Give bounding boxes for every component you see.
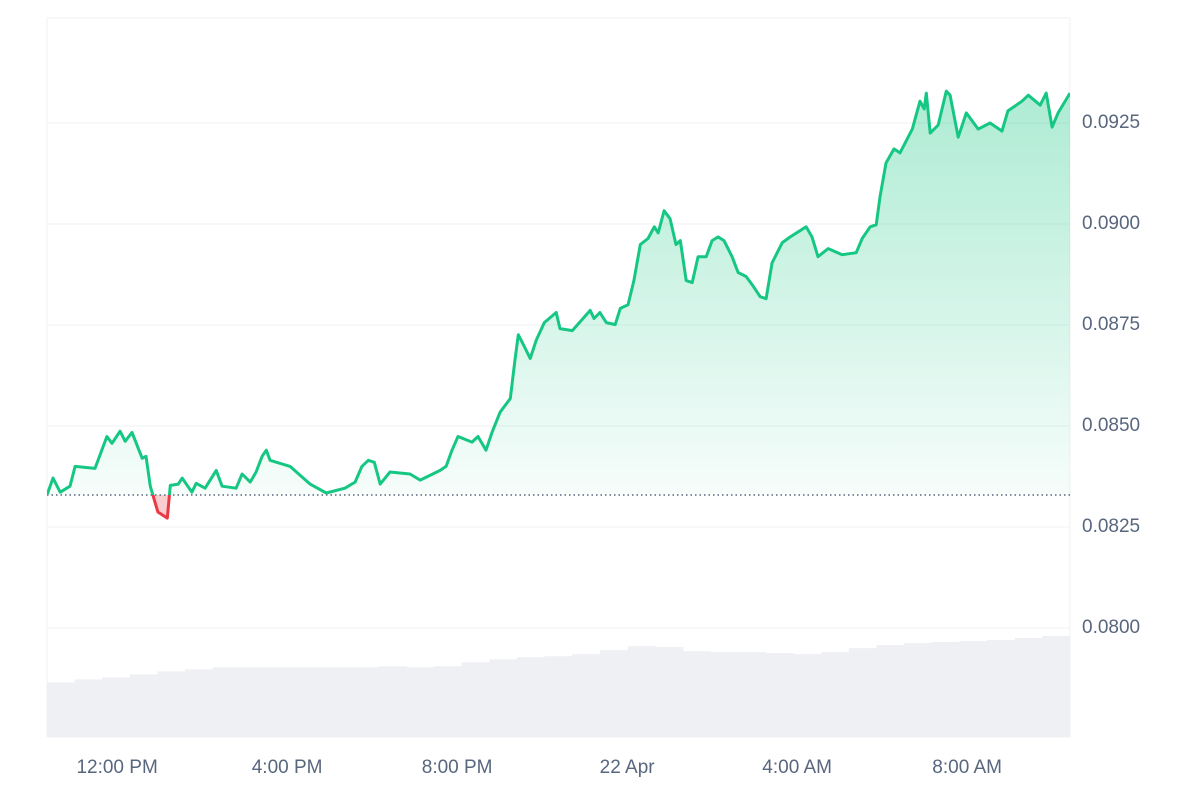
volume-bar xyxy=(904,643,933,737)
y-tick-label: 0.0875 xyxy=(1082,314,1140,335)
x-tick-label: 8:00 AM xyxy=(932,757,1002,778)
x-tick-label: 8:00 PM xyxy=(422,757,493,778)
volume-bar xyxy=(682,651,712,737)
volume-bar xyxy=(793,654,822,737)
x-tick-label: 22 Apr xyxy=(600,757,656,778)
x-tick-label: 4:00 PM xyxy=(252,757,323,778)
volume-bar xyxy=(489,659,518,737)
volume-bar xyxy=(627,646,656,737)
volume-bar xyxy=(378,666,407,737)
y-tick-label: 0.0900 xyxy=(1082,213,1140,234)
volume-bar xyxy=(931,642,960,737)
y-tick-label: 0.0800 xyxy=(1082,617,1140,638)
volume-bar xyxy=(1042,636,1071,737)
volume-bar xyxy=(765,653,795,737)
volume-bar xyxy=(517,657,546,737)
area-up xyxy=(47,91,1070,496)
volume-bar xyxy=(959,641,988,737)
volume-bar xyxy=(47,682,76,737)
volume-bar xyxy=(102,677,131,737)
volume-bar xyxy=(74,679,103,737)
volume-bar xyxy=(406,667,435,737)
volume-bar xyxy=(129,674,159,737)
volume-bar xyxy=(351,667,380,737)
x-tick-label: 4:00 AM xyxy=(762,757,832,778)
volume-bar xyxy=(848,648,877,737)
volume-bar xyxy=(710,652,739,737)
volume-bar xyxy=(876,645,905,737)
volume-bar xyxy=(157,671,186,737)
volume-bar xyxy=(212,667,242,737)
volume-bar xyxy=(268,667,297,737)
volume-bar xyxy=(572,654,601,737)
y-tick-label: 0.0925 xyxy=(1082,112,1140,133)
volume-bar xyxy=(544,656,573,737)
area-down xyxy=(152,495,170,519)
volume-bar xyxy=(461,662,490,737)
volume-bar xyxy=(738,652,767,737)
volume-bar xyxy=(434,666,463,737)
x-tick-label: 12:00 PM xyxy=(76,757,157,778)
volume-bar xyxy=(1014,638,1043,737)
y-tick-label: 0.0825 xyxy=(1082,516,1140,537)
volume-bar xyxy=(240,667,269,737)
volume-bar xyxy=(987,640,1016,737)
volume-bar xyxy=(295,667,324,737)
volume-bar xyxy=(599,650,629,737)
y-tick-label: 0.0850 xyxy=(1082,415,1140,436)
volume-bar xyxy=(323,667,352,737)
volume-bar xyxy=(821,652,850,737)
volume-bar xyxy=(655,647,684,737)
price-line-up xyxy=(47,89,1070,496)
volume-bar xyxy=(185,669,214,737)
